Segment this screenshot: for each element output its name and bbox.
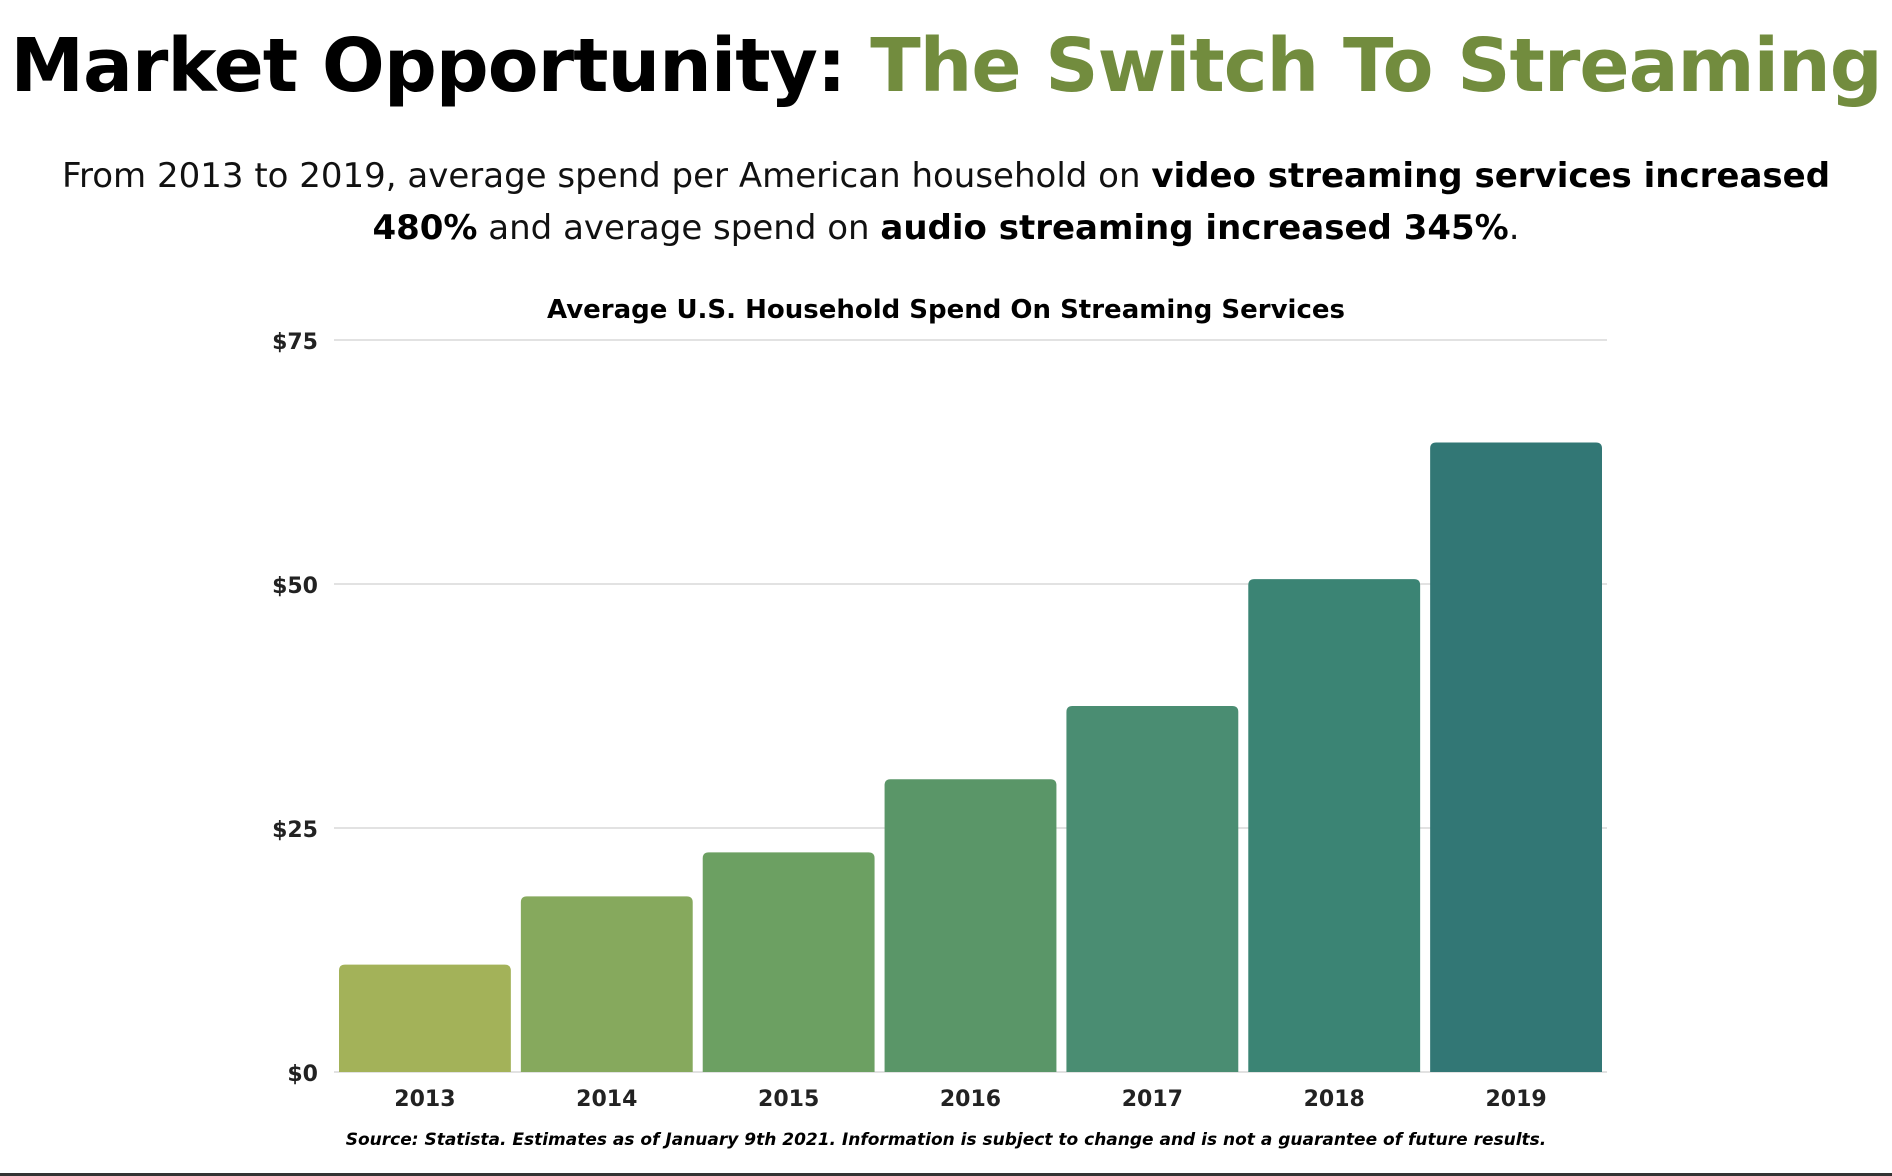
x-axis-ticks: 2013 2014 2015 2016 2017 2018 2019 [394,1087,1546,1112]
y-tick-label: $75 [272,330,318,355]
bars [339,442,1602,1073]
x-tick-label: 2018 [1304,1087,1365,1112]
x-tick-label: 2015 [758,1087,819,1112]
bar-2014 [520,896,693,1072]
page-title: Market Opportunity: The Switch To Stream… [0,22,1892,110]
y-tick-label: $25 [272,818,318,843]
bottom-divider [0,1173,1892,1176]
bar-2017 [1066,706,1239,1072]
summary-audio-stat: audio streaming increased 345% [880,208,1509,248]
x-tick-label: 2013 [394,1087,455,1112]
page-title-accent: The Switch To Streaming [870,23,1882,109]
summary-text: From 2013 to 2019, average spend per Ame… [40,150,1852,254]
y-tick-label: $0 [287,1062,318,1087]
y-tick-label: $50 [272,574,318,599]
bar-2013 [339,964,511,1072]
summary-part-1: From 2013 to 2019, average spend per Ame… [61,156,1152,196]
bar-2019 [1430,442,1602,1073]
summary-video-stat: video streaming services increased 480% [372,156,1831,248]
summary-part-3: . [1508,208,1520,248]
x-tick-label: 2017 [1122,1087,1183,1112]
x-tick-label: 2014 [576,1087,637,1112]
x-tick-label: 2016 [940,1087,1001,1112]
summary-part-2: and average spend on [477,208,881,248]
source-note: Source: Statista. Estimates as of Januar… [345,1130,1547,1150]
bar-2015 [702,852,875,1072]
page-title-main: Market Opportunity: [10,23,871,109]
bar-2018 [1248,579,1421,1072]
chart-title: Average U.S. Household Spend On Streamin… [547,295,1345,325]
x-tick-label: 2019 [1485,1087,1546,1112]
bar-2016 [884,779,1057,1072]
y-axis-ticks: $0 $25 $50 $75 [272,330,318,1087]
